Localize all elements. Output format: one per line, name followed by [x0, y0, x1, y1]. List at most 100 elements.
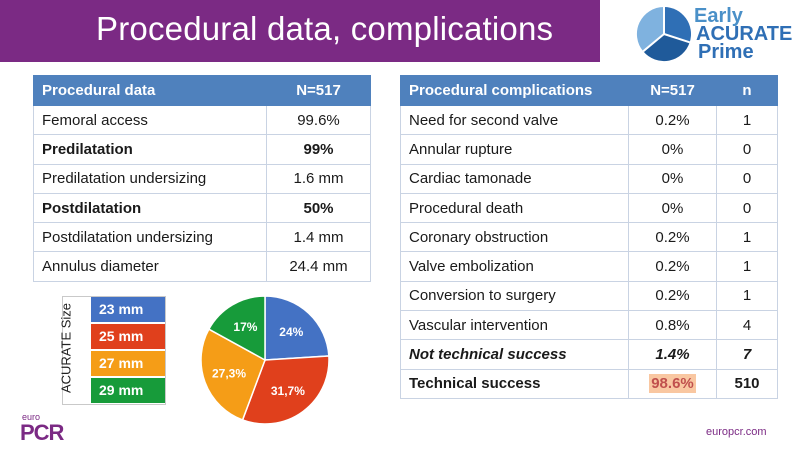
logo-text-prime: Prime [698, 41, 754, 63]
row-count: 4 [716, 310, 778, 341]
table-header-row: Procedural complications N=517 n [400, 75, 778, 106]
row-percent: 0.2% [628, 104, 717, 136]
row-percent: 0.2% [628, 280, 717, 312]
table-row: Coronary obstruction 0.2% 1 [400, 222, 778, 253]
table-row: Procedural death 0% 0 [400, 192, 778, 224]
percent-value: 0.2% [655, 111, 690, 129]
percent-value: 0% [661, 199, 684, 217]
row-percent: 0% [628, 134, 717, 165]
row-percent: 0.2% [628, 251, 717, 282]
table-row: Postdilatation 50% [33, 192, 371, 224]
table-header-row: Procedural data N=517 [33, 75, 371, 106]
europcr-logo-pcr: PCR [20, 420, 64, 445]
column-header: Procedural complications [400, 75, 629, 106]
row-label: Need for second valve [400, 104, 629, 136]
percent-value: 98.6% [649, 374, 696, 394]
percent-value: 0% [661, 140, 684, 158]
website-url: europcr.com [706, 426, 767, 438]
row-value: 99% [266, 134, 371, 165]
row-value: 50% [266, 192, 371, 224]
row-percent: 0% [628, 192, 717, 224]
logo-text-early: Early [694, 5, 743, 27]
legend-item: 25 mm [91, 324, 165, 349]
row-count: 0 [716, 163, 778, 194]
row-value: 99.6% [266, 104, 371, 136]
europcr-logo-euro: euro [22, 412, 41, 422]
legend-item: 29 mm [91, 378, 165, 403]
table-row: Predilatation undersizing 1.6 mm [33, 163, 371, 194]
pie-data-label: 27,3% [212, 366, 246, 380]
page-title: Procedural data, complications [96, 10, 554, 47]
legend-item: 27 mm [91, 351, 165, 376]
row-count: 0 [716, 134, 778, 165]
row-label: Coronary obstruction [400, 222, 629, 253]
row-value: 1.4 mm [266, 222, 371, 253]
table-row: Femoral access 99.6% [33, 104, 371, 136]
row-percent: 0.2% [628, 222, 717, 253]
table-row: Valve embolization 0.2% 1 [400, 251, 778, 282]
table-row: Conversion to surgery 0.2% 1 [400, 280, 778, 312]
early-acurate-prime-logo: Early ACURATE Prime [634, 4, 794, 64]
pie-data-label: 31,7% [271, 384, 305, 398]
legend-axis-label: ACURATE Size [58, 302, 74, 394]
table-row: Not technical success 1.4% 7 [400, 339, 778, 370]
column-header: N=517 [266, 75, 371, 106]
row-label: Procedural death [400, 192, 629, 224]
table-row: Predilatation 99% [33, 134, 371, 165]
pie-data-label: 24% [279, 325, 303, 339]
row-value: 24.4 mm [266, 251, 371, 282]
procedural-data-table: Procedural data N=517 Femoral access 99.6… [33, 75, 371, 282]
percent-value: 0.2% [655, 287, 690, 305]
row-label: Vascular intervention [400, 310, 629, 341]
row-label: Postdilatation [33, 192, 267, 224]
title-bar: Procedural data, complications [0, 0, 600, 62]
row-count: 7 [716, 339, 778, 370]
row-label: Predilatation [33, 134, 267, 165]
table-row: Annulus diameter 24.4 mm [33, 251, 371, 282]
table-row: Annular rupture 0% 0 [400, 134, 778, 165]
column-header: Procedural data [33, 75, 267, 106]
row-count: 0 [716, 192, 778, 224]
acurate-size-pie-chart: 24% 31,7% 27,3% 17% [200, 295, 330, 425]
size-legend [62, 296, 166, 405]
percent-value: 0.2% [655, 258, 690, 276]
pie-slice [207, 295, 266, 362]
row-label: Technical success [400, 368, 629, 399]
table-row: Need for second valve 0.2% 1 [400, 104, 778, 136]
procedural-complications-table: Procedural complications N=517 n Need fo… [400, 75, 778, 399]
row-label: Femoral access [33, 104, 267, 136]
row-count: 1 [716, 222, 778, 253]
legend-item: 23 mm [91, 297, 165, 322]
table-row: Technical success 98.6% 510 [400, 368, 778, 399]
pie-data-label: 17% [233, 320, 257, 334]
percent-value: 0% [661, 170, 684, 188]
row-count: 1 [716, 104, 778, 136]
row-label: Conversion to surgery [400, 280, 629, 312]
row-label: Annulus diameter [33, 251, 267, 282]
row-count: 510 [716, 368, 778, 399]
table-row: Vascular intervention 0.8% 4 [400, 310, 778, 341]
row-count: 1 [716, 251, 778, 282]
table-row: Cardiac tamonade 0% 0 [400, 163, 778, 194]
row-percent: 1.4% [628, 339, 717, 370]
row-label: Valve embolization [400, 251, 629, 282]
table-row: Postdilatation undersizing 1.4 mm [33, 222, 371, 253]
percent-value: 0.8% [655, 316, 690, 334]
row-label: Cardiac tamonade [400, 163, 629, 194]
column-header: n [716, 75, 778, 106]
row-count: 1 [716, 280, 778, 312]
row-percent: 98.6% [628, 368, 717, 399]
percent-value: 1.4% [655, 346, 690, 364]
row-percent: 0.8% [628, 310, 717, 341]
pie-slice [264, 295, 330, 361]
row-label: Postdilatation undersizing [33, 222, 267, 253]
row-label: Not technical success [400, 339, 629, 370]
pie-slice [241, 355, 330, 425]
row-percent: 0% [628, 163, 717, 194]
row-label: Predilatation undersizing [33, 163, 267, 194]
row-value: 1.6 mm [266, 163, 371, 194]
column-header: N=517 [628, 75, 717, 106]
percent-value: 0.2% [655, 228, 690, 246]
pie-logo-icon [636, 6, 692, 62]
row-label: Annular rupture [400, 134, 629, 165]
